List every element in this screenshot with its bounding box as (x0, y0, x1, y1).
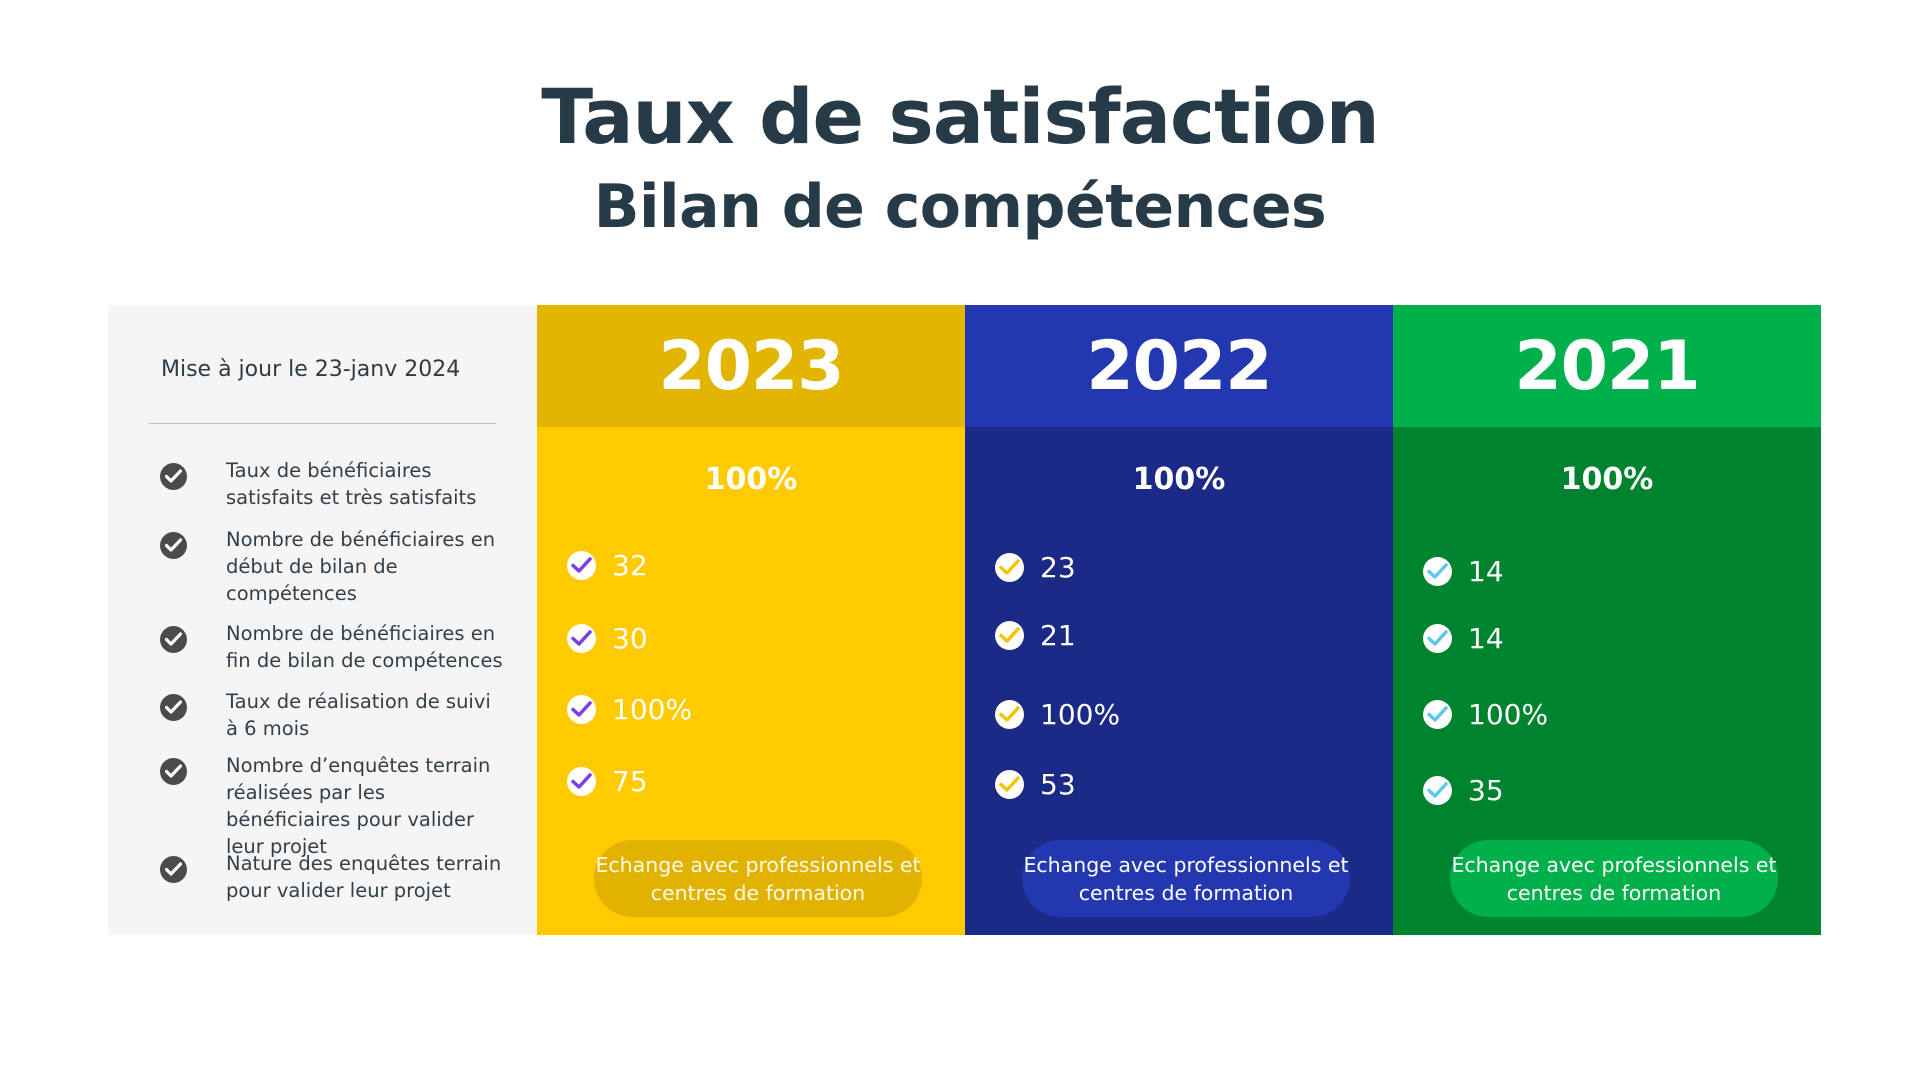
year-header: 2022 (965, 305, 1393, 427)
value-beneficiaires-debut: 23 (1040, 551, 1076, 584)
criterion-item: Nature des enquêtes terrain pour valider… (160, 850, 505, 904)
value-suivi-6-mois: 100% (612, 693, 693, 726)
criterion-item: Nombre de bénéficiaires en fin de bilan … (160, 620, 505, 674)
value-row: 35 (1423, 774, 1504, 807)
criteria-column: Mise à jour le 23-janv 2024 Taux de béné… (108, 305, 537, 935)
year-column-2021: 2021 100% 14 14 100% 35 Echange avec pro… (1393, 305, 1821, 935)
page-subtitle: Bilan de compétences (593, 172, 1327, 242)
check-badge-icon (1423, 557, 1452, 586)
criterion-item: Nombre de bénéficiaires en début de bila… (160, 526, 505, 607)
check-badge-icon (1423, 776, 1452, 805)
value-row: 100% (995, 698, 1120, 731)
value-beneficiaires-fin: 14 (1468, 622, 1504, 655)
criterion-item: Nombre d’enquêtes terrain réalisées par … (160, 752, 505, 860)
criterion-label: Nombre de bénéficiaires en début de bila… (226, 528, 496, 605)
year-header: 2023 (537, 305, 965, 427)
criterion-label: Nature des enquêtes terrain pour valider… (226, 852, 502, 902)
check-badge-icon (567, 551, 596, 580)
value-row: 21 (995, 619, 1076, 652)
value-beneficiaires-debut: 14 (1468, 555, 1504, 588)
check-circle-icon (160, 532, 187, 559)
check-badge-icon (995, 770, 1024, 799)
check-circle-icon (160, 758, 187, 785)
check-badge-icon (995, 621, 1024, 650)
year-header: 2021 (1393, 305, 1821, 427)
satisfaction-table: Mise à jour le 23-janv 2024 Taux de béné… (108, 305, 1822, 935)
value-enquetes: 53 (1040, 768, 1076, 801)
value-enquetes: 35 (1468, 774, 1504, 807)
check-badge-icon (1423, 624, 1452, 653)
value-row: 14 (1423, 622, 1504, 655)
value-beneficiaires-fin: 30 (612, 622, 648, 655)
nature-badge: Echange avec professionnels et centres d… (1450, 840, 1778, 917)
check-badge-icon (995, 700, 1024, 729)
value-row: 32 (567, 549, 648, 582)
year-column-2023: 2023 100% 32 30 100% 75 Echange avec pro… (537, 305, 965, 935)
check-circle-icon (160, 626, 187, 653)
year-label: 2021 (1514, 326, 1700, 406)
check-badge-icon (1423, 700, 1452, 729)
value-row: 100% (567, 693, 692, 726)
value-row: 30 (567, 622, 648, 655)
criterion-label: Nombre de bénéficiaires en fin de bilan … (226, 622, 503, 672)
update-date: Mise à jour le 23-janv 2024 (161, 357, 461, 382)
value-row: 75 (567, 765, 648, 798)
satisfaction-rate: 100% (1132, 462, 1226, 497)
criterion-label: Taux de bénéficiaires satisfaits et très… (226, 459, 477, 509)
check-circle-icon (160, 463, 187, 490)
check-badge-icon (567, 767, 596, 796)
page-title: Taux de satisfaction (541, 72, 1380, 161)
value-beneficiaires-debut: 32 (612, 549, 648, 582)
criterion-label: Nombre d’enquêtes terrain réalisées par … (226, 754, 491, 858)
value-suivi-6-mois: 100% (1040, 698, 1121, 731)
value-row: 53 (995, 768, 1076, 801)
value-row: 100% (1423, 698, 1548, 731)
satisfaction-rate: 100% (704, 462, 798, 497)
criterion-label: Taux de réalisation de suivi à 6 mois (226, 690, 491, 740)
divider (149, 423, 496, 424)
criterion-item: Taux de bénéficiaires satisfaits et très… (160, 457, 505, 511)
nature-badge: Echange avec professionnels et centres d… (594, 840, 922, 917)
value-beneficiaires-fin: 21 (1040, 619, 1076, 652)
check-badge-icon (995, 553, 1024, 582)
check-circle-icon (160, 694, 187, 721)
criterion-item: Taux de réalisation de suivi à 6 mois (160, 688, 505, 742)
satisfaction-rate: 100% (1560, 462, 1654, 497)
nature-badge: Echange avec professionnels et centres d… (1022, 840, 1350, 917)
value-row: 14 (1423, 555, 1504, 588)
value-suivi-6-mois: 100% (1468, 698, 1549, 731)
check-badge-icon (567, 695, 596, 724)
year-label: 2022 (1086, 326, 1272, 406)
check-badge-icon (567, 624, 596, 653)
value-row: 23 (995, 551, 1076, 584)
year-column-2022: 2022 100% 23 21 100% 53 Echange avec pro… (965, 305, 1393, 935)
value-enquetes: 75 (612, 765, 648, 798)
year-label: 2023 (658, 326, 844, 406)
check-circle-icon (160, 856, 187, 883)
